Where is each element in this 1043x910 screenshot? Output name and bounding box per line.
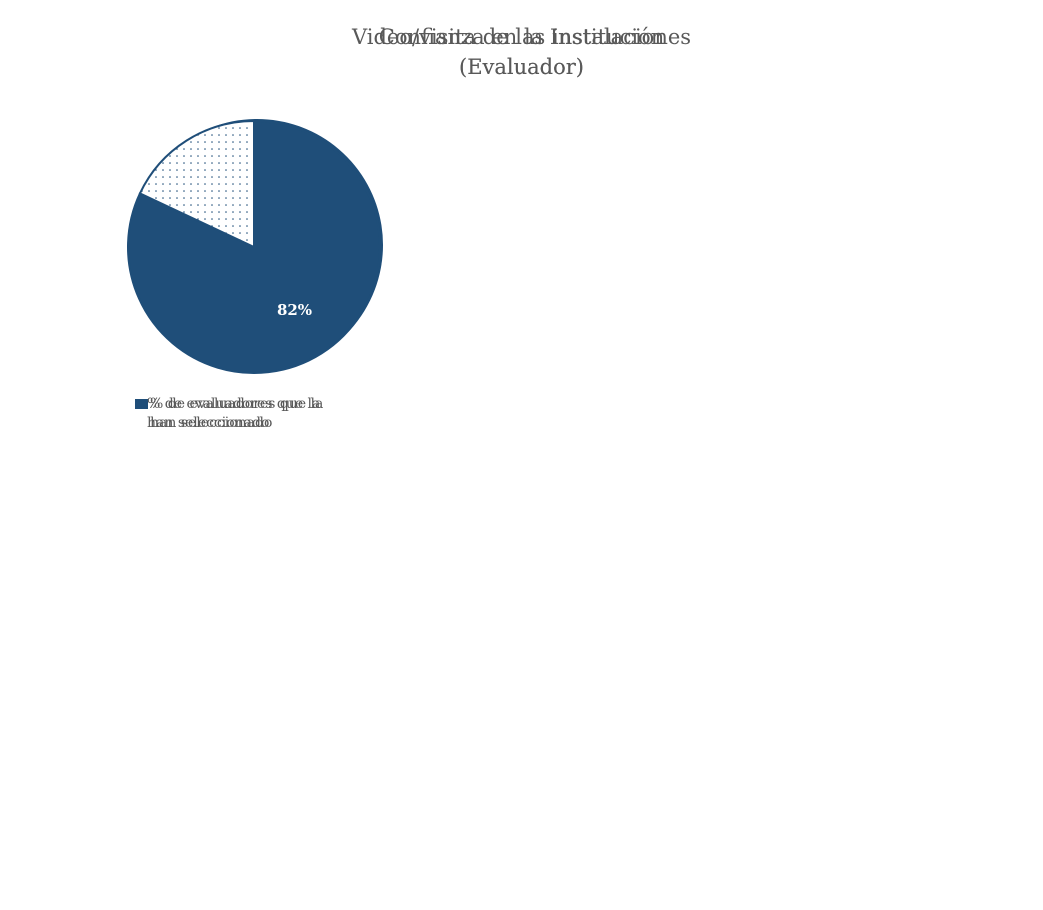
legend-label: % de evaluadores que la han seleccionado	[147, 396, 321, 431]
chart-title: Confianza en la Institución (Evaluador)	[378, 25, 665, 79]
pie: 82%	[127, 119, 381, 374]
chart-panel: Confianza en la Institución (Evaluador) 8…	[0, 25, 664, 910]
pie-slice	[138, 119, 255, 249]
page: Video/visita de las instalaciones (Evalu…	[127, 25, 692, 431]
pie-slice	[127, 119, 381, 374]
legend-swatch	[135, 399, 145, 409]
chart-title: Video/visita de las instalaciones (Evalu…	[351, 25, 692, 79]
legend-label: % de evaluadores que la han seleccionado	[150, 396, 324, 431]
data-label: 82%	[277, 301, 312, 319]
